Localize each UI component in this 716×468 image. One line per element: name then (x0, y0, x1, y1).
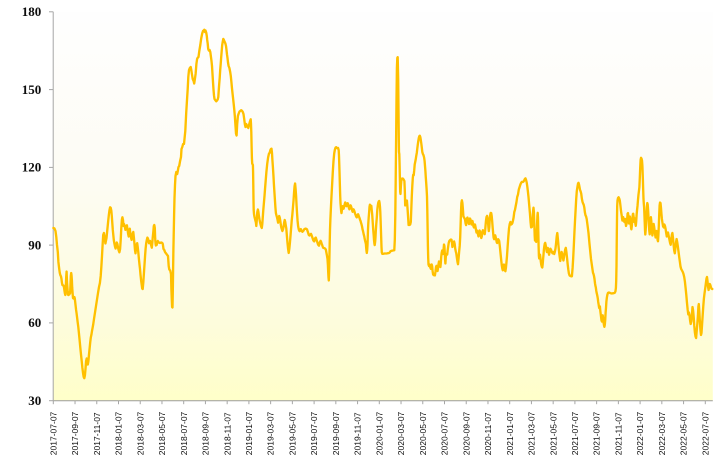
svg-text:2018-01-07: 2018-01-07 (114, 411, 124, 455)
svg-text:2017-11-07: 2017-11-07 (92, 412, 102, 455)
svg-text:2019-09-07: 2019-09-07 (331, 411, 341, 455)
svg-text:2019-03-07: 2019-03-07 (266, 411, 276, 455)
svg-text:2022-05-07: 2022-05-07 (679, 411, 689, 455)
svg-text:2022-07-07: 2022-07-07 (700, 411, 710, 455)
svg-text:2021-11-07: 2021-11-07 (613, 412, 623, 455)
svg-text:2020-03-07: 2020-03-07 (396, 411, 406, 455)
svg-text:2018-09-07: 2018-09-07 (201, 411, 211, 455)
svg-text:2020-11-07: 2020-11-07 (483, 412, 493, 455)
svg-text:2020-09-07: 2020-09-07 (461, 411, 471, 455)
svg-text:120: 120 (22, 160, 42, 175)
svg-text:2021-07-07: 2021-07-07 (570, 411, 580, 455)
svg-text:2019-11-07: 2019-11-07 (353, 412, 363, 455)
svg-text:2020-01-07: 2020-01-07 (374, 411, 384, 455)
svg-text:2017-07-07: 2017-07-07 (48, 411, 58, 455)
svg-text:2021-03-07: 2021-03-07 (527, 411, 537, 455)
svg-text:2019-01-07: 2019-01-07 (244, 411, 254, 455)
svg-text:2018-05-07: 2018-05-07 (157, 411, 167, 455)
svg-text:150: 150 (22, 82, 42, 97)
svg-text:2021-01-07: 2021-01-07 (505, 411, 515, 455)
svg-text:30: 30 (28, 393, 41, 408)
svg-text:2018-07-07: 2018-07-07 (179, 411, 189, 455)
svg-text:2019-07-07: 2019-07-07 (309, 411, 319, 455)
svg-text:60: 60 (28, 315, 41, 330)
svg-text:2021-09-07: 2021-09-07 (592, 411, 602, 455)
svg-text:2022-03-07: 2022-03-07 (657, 411, 667, 455)
svg-text:2022-01-07: 2022-01-07 (635, 411, 645, 455)
svg-text:180: 180 (22, 4, 42, 19)
svg-text:2019-05-07: 2019-05-07 (287, 411, 297, 455)
svg-text:2020-05-07: 2020-05-07 (418, 411, 428, 455)
svg-text:2018-11-07: 2018-11-07 (222, 412, 232, 455)
svg-text:90: 90 (28, 237, 41, 252)
svg-text:2017-09-07: 2017-09-07 (70, 411, 80, 455)
svg-text:2018-03-07: 2018-03-07 (135, 411, 145, 455)
svg-text:2020-07-07: 2020-07-07 (440, 411, 450, 455)
svg-text:2021-05-07: 2021-05-07 (548, 411, 558, 455)
